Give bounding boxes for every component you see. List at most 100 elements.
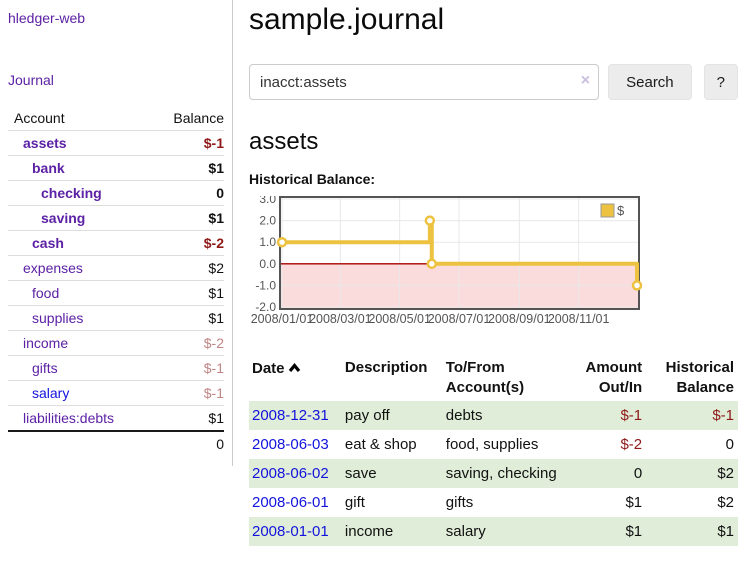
account-link-assets[interactable]: assets [23, 135, 67, 151]
account-link-supplies[interactable]: supplies [32, 310, 84, 326]
transaction-row: 2008-12-31 pay off debts $-1 $-1 [249, 401, 738, 430]
account-link-income[interactable]: income [23, 335, 69, 351]
svg-text:-1.0: -1.0 [255, 278, 276, 292]
transaction-balance: 0 [725, 436, 734, 453]
account-balance: $-1 [203, 385, 224, 401]
accounts-table: Account Balance assets $-1 bank $1 checking 0… [8, 107, 224, 456]
account-row: gifts $-1 [8, 355, 224, 381]
page: hledger-web Journal Account Balance asse… [0, 0, 742, 566]
register-header-row: Date Description To/From Account(s) Amou… [249, 355, 738, 401]
search-form: × Search ? [249, 64, 738, 100]
svg-text:$: $ [617, 203, 625, 218]
register-col-date[interactable]: Date [249, 355, 345, 401]
transaction-balance: $2 [717, 494, 734, 511]
transaction-amount: $-1 [620, 407, 643, 424]
svg-text:2.0: 2.0 [259, 214, 276, 228]
account-balance: $1 [208, 410, 224, 426]
account-link-food[interactable]: food [32, 285, 60, 301]
svg-text:2008/07/01: 2008/07/01 [428, 312, 491, 326]
app-title-link[interactable]: hledger-web [8, 10, 86, 26]
transaction-description: pay off [344, 407, 390, 424]
account-link-cash[interactable]: cash [32, 235, 64, 251]
transaction-row: 2008-06-03 eat & shop food, supplies $-2 0 [249, 430, 738, 459]
transaction-balance: $1 [717, 523, 734, 540]
account-link-checking[interactable]: checking [41, 185, 102, 201]
register-col-tofrom: To/From Account(s) [445, 359, 525, 396]
account-link-expenses[interactable]: expenses [23, 260, 83, 276]
register-col-description: Description [344, 359, 428, 376]
account-row: checking 0 [8, 180, 224, 206]
svg-text:2008/11/01: 2008/11/01 [548, 312, 610, 326]
sidebar: hledger-web Journal Account Balance asse… [0, 0, 233, 466]
account-balance: $1 [208, 210, 224, 226]
account-row: saving $1 [8, 205, 224, 231]
transaction-amount: 0 [633, 465, 643, 482]
account-balance: $2 [208, 260, 224, 276]
account-row: liabilities:debts $1 [8, 405, 224, 432]
account-heading: assets [249, 128, 319, 155]
help-button[interactable]: ? [703, 64, 738, 100]
search-button[interactable]: Search [608, 64, 692, 100]
transaction-date-link[interactable]: 2008-12-31 [252, 407, 329, 424]
transaction-description: save [344, 465, 377, 482]
account-balance: $1 [208, 160, 224, 176]
svg-text:0.0: 0.0 [259, 257, 276, 271]
transaction-date-link[interactable]: 2008-06-03 [252, 436, 329, 453]
main-content: sample.journal × Search ? assets Histori… [233, 0, 742, 566]
account-row: bank $1 [8, 155, 224, 181]
accounts-header-row: Account Balance [8, 107, 224, 131]
transaction-date-link[interactable]: 2008-06-02 [252, 465, 329, 482]
transaction-description: gift [344, 494, 365, 511]
account-balance: 0 [216, 185, 224, 201]
transaction-accounts: debts [445, 407, 483, 424]
transaction-row: 2008-06-01 gift gifts $1 $2 [249, 488, 738, 517]
transaction-amount: $1 [625, 523, 643, 540]
accounts-col-balance: Balance [173, 110, 224, 126]
chart-title: Historical Balance: [249, 171, 376, 187]
accounts-total-row: 0 [8, 431, 224, 456]
register-table: Date Description To/From Account(s) Amou… [249, 355, 738, 546]
account-balance: $-2 [203, 235, 224, 251]
clear-search-icon[interactable]: × [580, 72, 591, 89]
transaction-row: 2008-06-02 save saving, checking 0 $2 [249, 459, 738, 488]
account-link-salary[interactable]: salary [32, 385, 70, 401]
transaction-amount: $1 [625, 494, 643, 511]
transaction-balance: $-1 [712, 407, 734, 424]
account-row: income $-2 [8, 330, 224, 356]
transaction-accounts: food, supplies [445, 436, 539, 453]
transaction-description: eat & shop [344, 436, 417, 453]
transaction-date-link[interactable]: 2008-01-01 [252, 523, 329, 540]
account-link-liabilities-debts[interactable]: liabilities:debts [23, 410, 115, 426]
sidebar-item-journal[interactable]: Journal [8, 72, 54, 88]
account-balance: $1 [208, 285, 224, 301]
transaction-description: income [344, 523, 394, 540]
account-row: expenses $2 [8, 255, 224, 281]
transaction-date-link[interactable]: 2008-06-01 [252, 494, 329, 511]
account-row: cash $-2 [8, 230, 224, 256]
register-col-balance: Historical Balance [665, 359, 734, 396]
transaction-accounts: saving, checking [445, 465, 557, 482]
transaction-amount: $-2 [620, 436, 643, 453]
account-balance: $1 [208, 310, 224, 326]
svg-text:3.0: 3.0 [259, 196, 276, 206]
search-input[interactable] [249, 64, 600, 100]
account-balance: $-2 [203, 335, 224, 351]
transaction-accounts: salary [445, 523, 486, 540]
sort-ascending-icon [288, 358, 301, 378]
transaction-accounts: gifts [445, 494, 474, 511]
account-balance: $-1 [203, 360, 224, 376]
svg-text:-2.0: -2.0 [255, 300, 276, 314]
historical-balance-chart: $3.0 2.0 1.0 0.0 -1.0 -2.0 2008/01/01 2008/03/0… [249, 196, 738, 330]
account-row: assets $-1 [8, 130, 224, 156]
transaction-row: 2008-01-01 income salary $1 $1 [249, 517, 738, 546]
account-link-saving[interactable]: saving [41, 210, 86, 226]
account-balance: $-1 [203, 135, 224, 151]
svg-text:2008/01/01: 2008/01/01 [251, 312, 314, 326]
accounts-total-value: 0 [216, 436, 224, 452]
svg-text:2008/05/01: 2008/05/01 [368, 312, 431, 326]
account-link-bank[interactable]: bank [32, 160, 65, 176]
account-row: food $1 [8, 280, 224, 306]
accounts-col-account: Account [14, 110, 65, 126]
transaction-balance: $2 [717, 465, 734, 482]
account-link-gifts[interactable]: gifts [32, 360, 58, 376]
